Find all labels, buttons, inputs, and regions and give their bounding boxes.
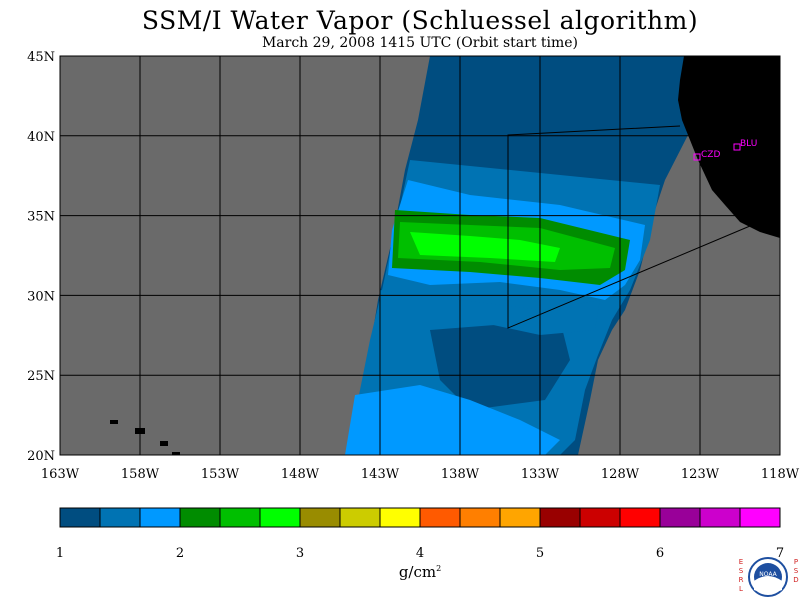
colorbar-tick-label: 5 xyxy=(536,546,544,561)
annotation-wedge xyxy=(507,125,751,329)
colorbar-tick-label: 4 xyxy=(416,546,424,561)
colorbar-tick-label: 3 xyxy=(296,546,304,561)
colorbar-swatch xyxy=(299,507,341,528)
latitude-labels: 45N 40N 35N 30N 25N 20N xyxy=(27,50,55,464)
colorbar-swatch xyxy=(539,507,581,528)
colorbar-swatch xyxy=(139,507,181,528)
colorbar xyxy=(59,507,781,528)
map-subtitle: March 29, 2008 1415 UTC (Orbit start tim… xyxy=(261,35,579,51)
colorbar-unit: g/cm2 xyxy=(398,563,442,581)
noaa-logo: NOAA xyxy=(748,557,788,597)
longitude-label: 158W xyxy=(121,467,160,482)
island-1 xyxy=(110,420,118,424)
station-marker-blu xyxy=(733,143,741,151)
colorbar-tick-label: 6 xyxy=(656,546,664,561)
swath-band-3b xyxy=(345,385,560,455)
latitude-label: 35N xyxy=(27,210,55,225)
colorbar-swatch xyxy=(179,507,221,528)
latitude-label: 30N xyxy=(27,289,55,304)
longitude-label: 128W xyxy=(601,467,640,482)
longitude-labels: 163W 158W 153W 148W 143W 138W 133W 128W 123W 118W xyxy=(41,467,800,482)
colorbar-tick-label: 2 xyxy=(176,546,184,561)
logo-text: NOAA xyxy=(759,571,777,578)
colorbar-swatch xyxy=(259,507,301,528)
island-4 xyxy=(172,452,180,455)
latitude-label: 40N xyxy=(27,130,55,145)
latitude-label: 20N xyxy=(27,449,55,464)
colorbar-swatch xyxy=(59,507,101,528)
colorbar-swatch xyxy=(219,507,261,528)
colorbar-swatch xyxy=(379,507,421,528)
latitude-label: 45N xyxy=(27,50,55,65)
longitude-label: 148W xyxy=(281,467,320,482)
map-frame xyxy=(59,55,781,456)
swath-band-6 xyxy=(410,232,560,262)
map-gridlines xyxy=(60,56,780,455)
swath-band-1b xyxy=(430,320,570,410)
colorbar-swatch xyxy=(699,507,741,528)
colorbar-swatch xyxy=(619,507,661,528)
longitude-label: 138W xyxy=(441,467,480,482)
longitude-label: 133W xyxy=(521,467,560,482)
colorbar-swatch xyxy=(339,507,381,528)
colorbar-swatch xyxy=(99,507,141,528)
longitude-label: 143W xyxy=(361,467,400,482)
map-plot-area xyxy=(60,56,780,455)
longitude-label: 153W xyxy=(201,467,240,482)
longitude-label: 118W xyxy=(761,467,800,482)
colorbar-swatch xyxy=(579,507,621,528)
station-marker-czd xyxy=(693,153,701,161)
colorbar-swatch xyxy=(739,507,781,528)
latitude-label: 25N xyxy=(27,369,55,384)
island-3 xyxy=(160,441,168,446)
land-mass xyxy=(678,56,780,238)
longitude-label: 123W xyxy=(681,467,720,482)
station-label-blu: BLU xyxy=(740,139,757,149)
swath-band-2b xyxy=(380,290,600,335)
map-title: SSM/I Water Vapor (Schluessel algorithm) xyxy=(141,6,699,35)
station-label-czd: CZD xyxy=(701,150,720,160)
colorbar-swatch xyxy=(419,507,461,528)
longitude-label: 163W xyxy=(41,467,80,482)
colorbar-swatch xyxy=(499,507,541,528)
colorbar-tick-label: 7 xyxy=(776,546,784,561)
colorbar-tick-label: 1 xyxy=(56,546,64,561)
colorbar-tick-labels: 1 2 3 4 5 6 7 xyxy=(56,546,784,561)
colorbar-swatch xyxy=(659,507,701,528)
colorbar-swatch xyxy=(459,507,501,528)
